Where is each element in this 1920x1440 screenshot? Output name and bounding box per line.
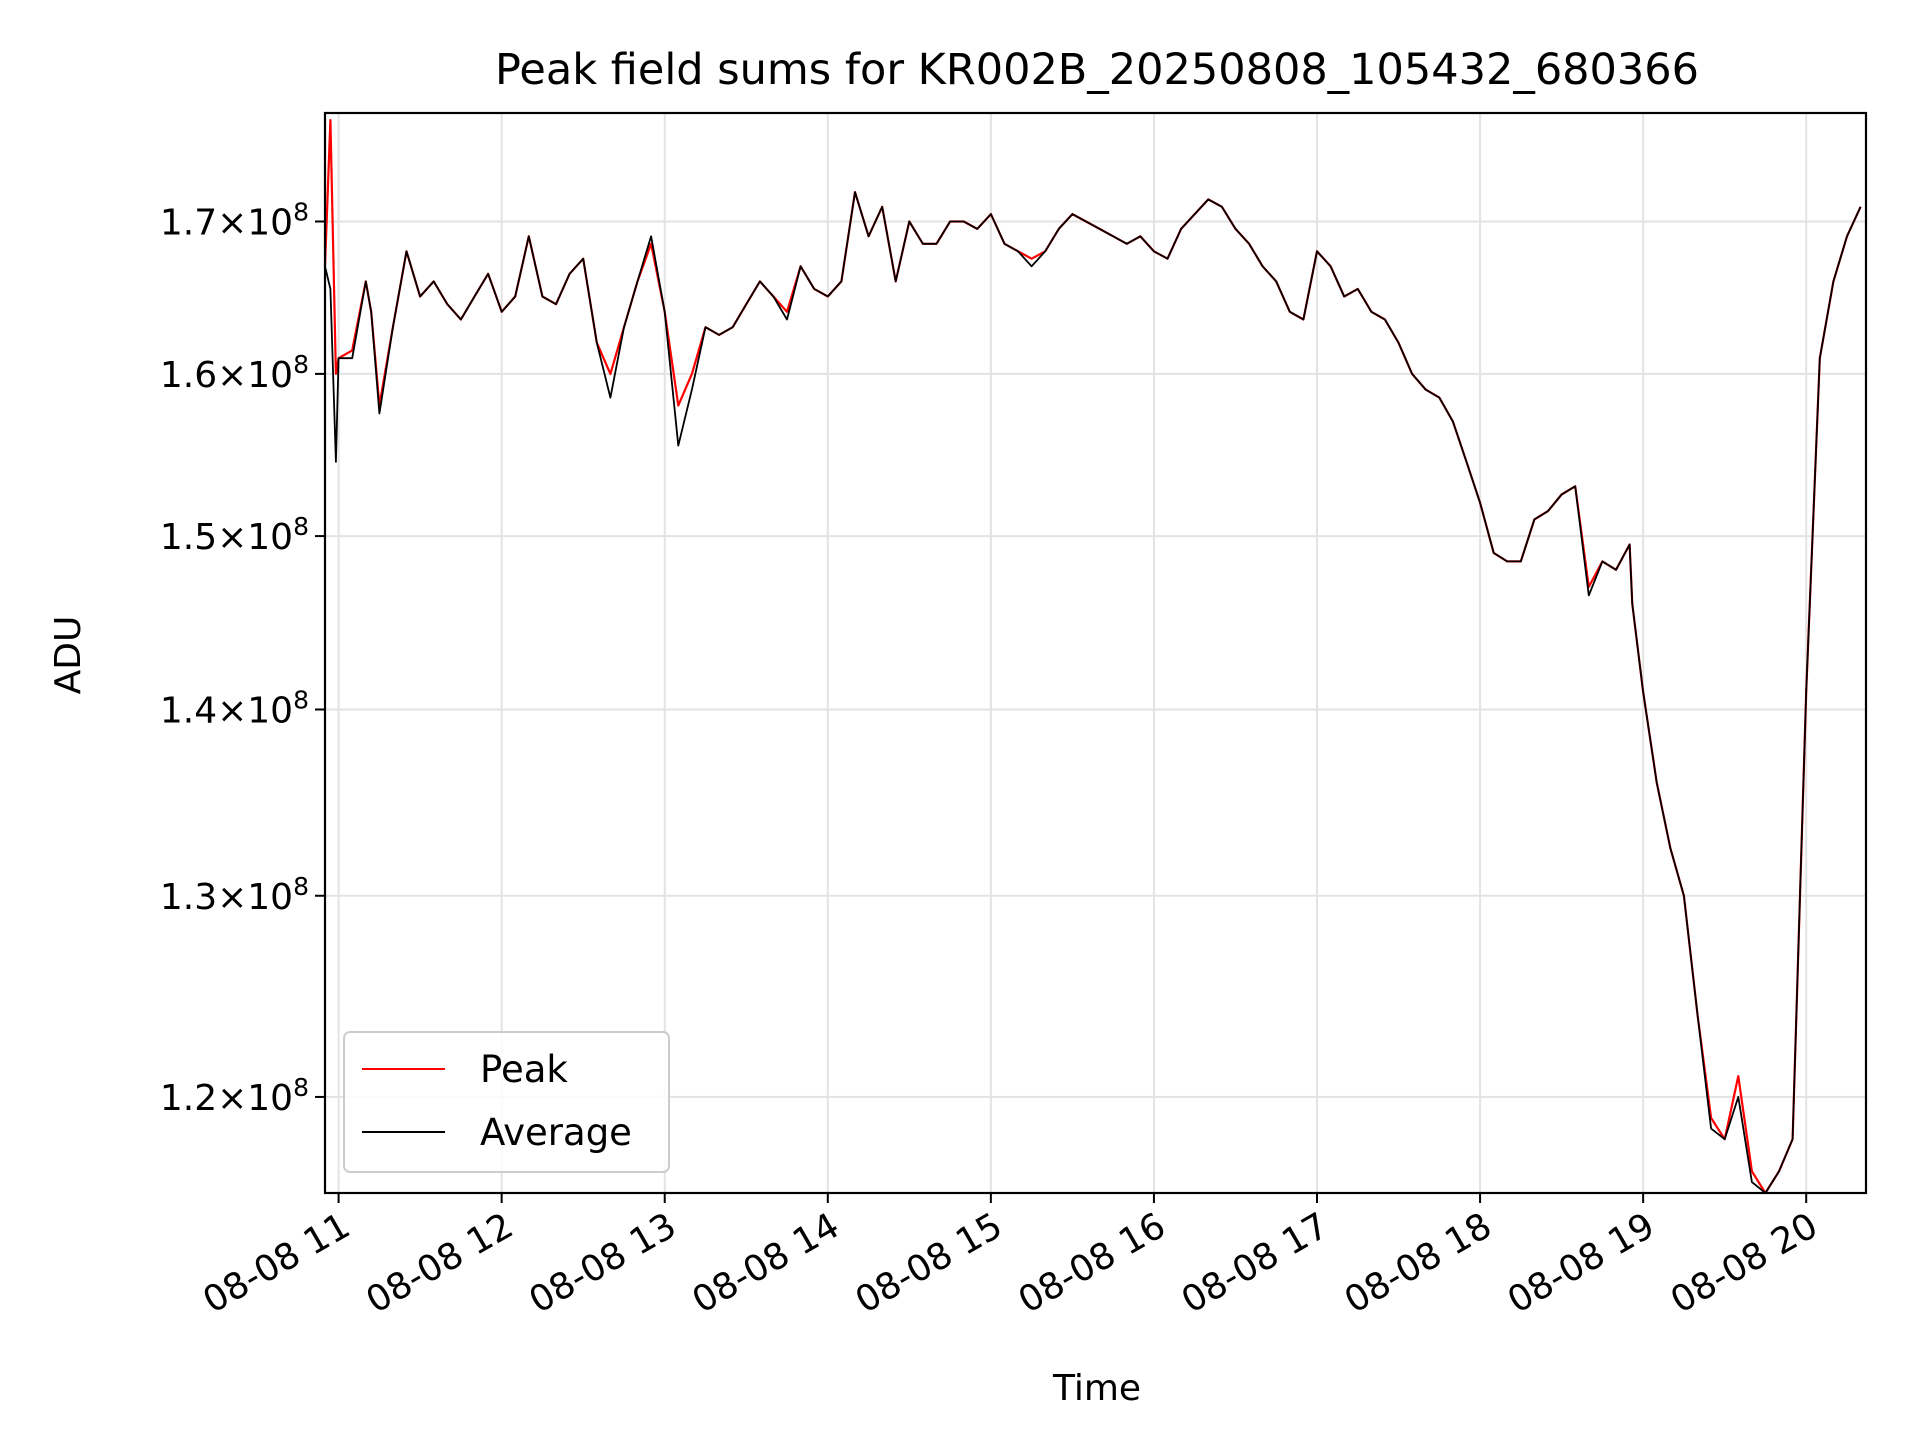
legend: Peak Average — [343, 1031, 670, 1173]
y-tick-exponent: 8 — [293, 685, 309, 714]
y-tick-mantissa: 1.6 — [160, 355, 217, 396]
y-axis: 1.2×1081.3×1081.4×1081.5×1081.6×1081.7×1… — [160, 198, 325, 1119]
y-tick-label: 1.4×108 — [160, 685, 309, 731]
legend-label-average: Average — [480, 1111, 632, 1154]
y-tick-exponent: 8 — [293, 1073, 309, 1102]
y-tick-times: ×10 — [217, 517, 293, 558]
y-tick-mantissa: 1.7 — [160, 203, 217, 244]
y-tick-exponent: 8 — [293, 350, 309, 379]
y-tick-label: 1.6×108 — [160, 350, 309, 396]
grid — [325, 113, 1866, 1193]
y-tick-exponent: 8 — [293, 512, 309, 541]
y-tick-times: ×10 — [217, 877, 293, 918]
series-lines — [323, 118, 1862, 1195]
chart-title: Peak field sums for KR002B_20250808_1054… — [495, 45, 1699, 95]
y-tick-mantissa: 1.5 — [160, 517, 217, 558]
y-tick-label: 1.7×108 — [160, 198, 309, 244]
y-axis-label: ADU — [48, 616, 89, 695]
y-tick-label: 1.2×108 — [160, 1073, 309, 1119]
x-axis-label: Time — [1052, 1368, 1141, 1409]
y-tick-times: ×10 — [217, 1078, 293, 1119]
legend-label-peak: Peak — [480, 1048, 568, 1091]
y-tick-mantissa: 1.3 — [160, 877, 217, 918]
y-tick-label: 1.5×108 — [160, 512, 309, 558]
y-tick-exponent: 8 — [293, 198, 309, 227]
plot-frame — [323, 111, 1868, 1195]
y-tick-label: 1.3×108 — [160, 872, 309, 918]
series-line-average — [324, 191, 1862, 1194]
legend-box — [343, 1031, 670, 1173]
y-tick-times: ×10 — [217, 203, 293, 244]
y-tick-times: ×10 — [217, 690, 293, 731]
y-tick-times: ×10 — [217, 355, 293, 396]
y-tick-mantissa: 1.2 — [160, 1078, 217, 1119]
y-tick-exponent: 8 — [293, 872, 309, 901]
y-tick-mantissa: 1.4 — [160, 690, 217, 731]
